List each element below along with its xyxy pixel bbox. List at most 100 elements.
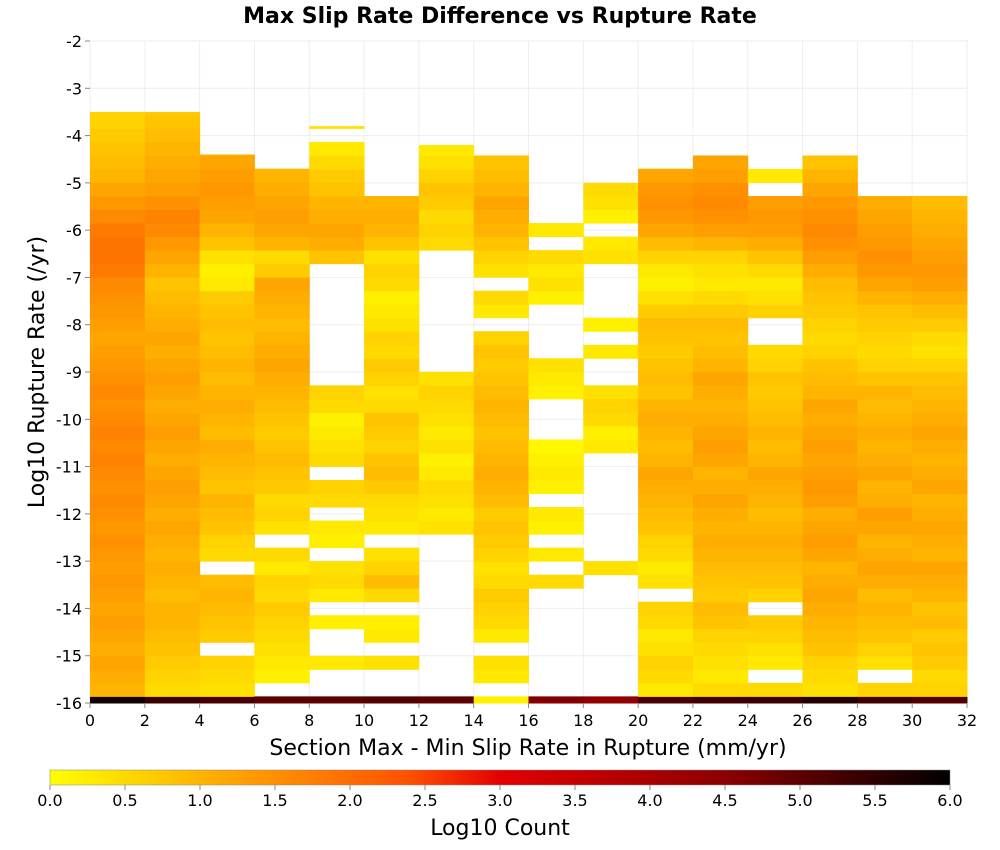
heatmap-cell [364,331,420,346]
heatmap-cell [638,493,694,508]
x-tick-label: 2 [140,711,150,730]
x-tick-label: 18 [573,711,593,730]
heatmap-cell [473,168,529,183]
heatmap-cell [254,168,310,183]
heatmap-cell [144,439,201,454]
heatmap-cell [309,520,365,535]
heatmap-cell [199,154,255,156]
heatmap-cell [144,547,201,562]
heatmap-cell [802,642,858,657]
colorbar-tick-label: 2.5 [412,791,437,810]
heatmap-cell [418,466,475,481]
heatmap-cell [692,574,749,589]
heatmap-cell [473,371,529,386]
heatmap-cell [692,615,749,630]
heatmap-cell [199,615,255,630]
heatmap-cell [90,168,146,183]
heatmap-cell [912,696,968,704]
heatmap-cell [528,385,584,400]
heatmap-cell [692,520,749,535]
heatmap-cell [199,209,255,224]
heatmap-cell [90,547,146,562]
heatmap-cell [692,168,749,183]
heatmap-cell [144,168,201,183]
heatmap-cell [309,574,365,589]
heatmap-cell [638,480,694,495]
heatmap-cell [857,452,913,467]
heatmap-cell [199,655,255,670]
heatmap-cell [747,209,804,224]
heatmap-cell [254,642,310,657]
heatmap-cell [747,561,804,576]
heatmap-cell [583,182,639,197]
heatmap-cell [90,682,146,697]
heatmap-cell [144,588,201,603]
colorbar-tick-label: 1.5 [262,791,287,810]
heatmap-cell [473,520,529,535]
heatmap-cell [638,196,694,211]
x-tick-label: 20 [628,711,648,730]
y-tick-label: -14 [56,599,82,618]
heatmap-cell [528,520,584,535]
heatmap-cell [747,425,804,440]
heatmap-cell [802,655,858,670]
heatmap-cell [747,493,804,508]
x-tick-label: 6 [249,711,259,730]
heatmap-cell [692,439,749,454]
heatmap-cell [857,547,913,562]
y-tick-label: -2 [66,32,82,51]
heatmap-cell [144,304,201,319]
heatmap-cell [364,371,420,386]
heatmap-cell [638,696,694,704]
heatmap-cell [144,385,201,400]
heatmap-cell [638,669,694,684]
heatmap-cell [912,371,968,386]
heatmap-cell [199,507,255,522]
heatmap-cell [199,425,255,440]
heatmap-cell [254,277,310,292]
x-tick-label: 8 [304,711,314,730]
heatmap-cell [857,696,913,704]
heatmap-cell [364,344,420,359]
heatmap-cell [802,615,858,630]
heatmap-cell [638,682,694,697]
heatmap-cell [144,696,201,704]
heatmap-cell [692,601,749,616]
heatmap-cell [473,196,529,211]
heatmap-cell [418,155,475,170]
heatmap-cell [309,398,365,413]
heatmap-cell [857,290,913,305]
heatmap-cell [912,263,968,278]
heatmap-cell [418,452,475,467]
heatmap-cell [528,263,584,278]
heatmap-cell [254,655,310,670]
heatmap-cell [364,398,420,413]
heatmap-cell [90,507,146,522]
chart-title: Max Slip Rate Difference vs Rupture Rate [243,4,757,29]
heatmap-cell [857,209,913,224]
heatmap-cell [473,574,529,589]
heatmap-cell [802,168,858,183]
heatmap-cell [912,425,968,440]
heatmap-cell [90,304,146,319]
heatmap-cell [747,277,804,292]
heatmap-cell [528,439,584,454]
heatmap-cell [144,520,201,535]
heatmap-cell [473,250,529,265]
heatmap-cell [90,425,146,440]
heatmap-cell [364,466,420,481]
heatmap-cell [802,371,858,386]
heatmap-cell [802,439,858,454]
heatmap-cell [638,223,694,238]
colorbar-tick-label: 3.5 [562,791,587,810]
y-tick-label: -5 [66,174,82,193]
heatmap-cell [418,223,475,238]
heatmap-cell [473,480,529,495]
heatmap-cell [692,263,749,278]
heatmap-cell [583,439,639,454]
heatmap-cell [857,412,913,427]
heatmap-cell [254,398,310,413]
heatmap-cell [144,655,201,670]
heatmap-cell [309,168,365,183]
heatmap-cell [747,439,804,454]
